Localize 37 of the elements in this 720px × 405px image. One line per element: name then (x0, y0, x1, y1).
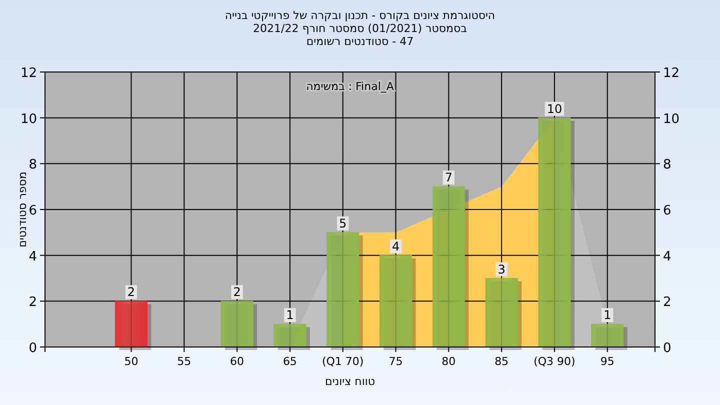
chart-subtitle: בסמסטר (01/2021) סמסטר חורף 2021/22 47 - סטודנטים רשומים (252, 22, 468, 48)
x-tick-label: 75 (388, 355, 403, 368)
y2-tick-label: 4 (663, 249, 672, 264)
x-tick-label: 65 (282, 355, 297, 368)
x-axis-title: טווח ציונים (325, 375, 375, 388)
y-tick-label: 2 (28, 295, 37, 310)
y2-tick-label: 8 (663, 158, 672, 173)
x-tick-label: 55 (177, 355, 192, 368)
y-tick-label: 12 (20, 66, 37, 81)
data-label: 1 (604, 308, 612, 322)
x-tick-label: (Q3 90) (534, 355, 576, 368)
y2-tick-label: 12 (663, 66, 680, 81)
data-label: 7 (444, 170, 452, 185)
data-label: 5 (339, 216, 347, 230)
y-tick-label: 10 (20, 112, 37, 127)
x-tick-label: (Q1 70) (322, 355, 364, 368)
y2-tick-label: 0 (663, 341, 672, 356)
x-tick-label: 95 (600, 355, 614, 368)
chart-title: היסטוגרמת ציונים בקורס - תכנון ובקרה של פרוייקטי בנייה (224, 9, 496, 22)
y2-tick-label: 6 (663, 204, 672, 218)
y-tick-label: 8 (28, 158, 37, 173)
data-label: 10 (546, 102, 562, 116)
x-tick-label: 80 (442, 355, 456, 368)
y-tick-label: 6 (28, 204, 37, 218)
y2-tick-label: 2 (663, 295, 672, 310)
y-tick-label: 4 (28, 249, 37, 264)
data-label: 1 (286, 308, 294, 322)
data-label: 4 (392, 239, 400, 254)
x-tick-label: 60 (230, 355, 244, 368)
x-tick-label: 50 (124, 355, 138, 368)
y-axis-title: מספר סטודנטים (16, 172, 29, 248)
y-tick-label: 0 (28, 341, 37, 356)
data-label: 2 (233, 285, 241, 300)
y2-tick-label: 10 (663, 112, 680, 127)
x-tick-label: 85 (494, 355, 509, 368)
data-label: 3 (498, 262, 506, 276)
data-label: 2 (127, 285, 136, 300)
